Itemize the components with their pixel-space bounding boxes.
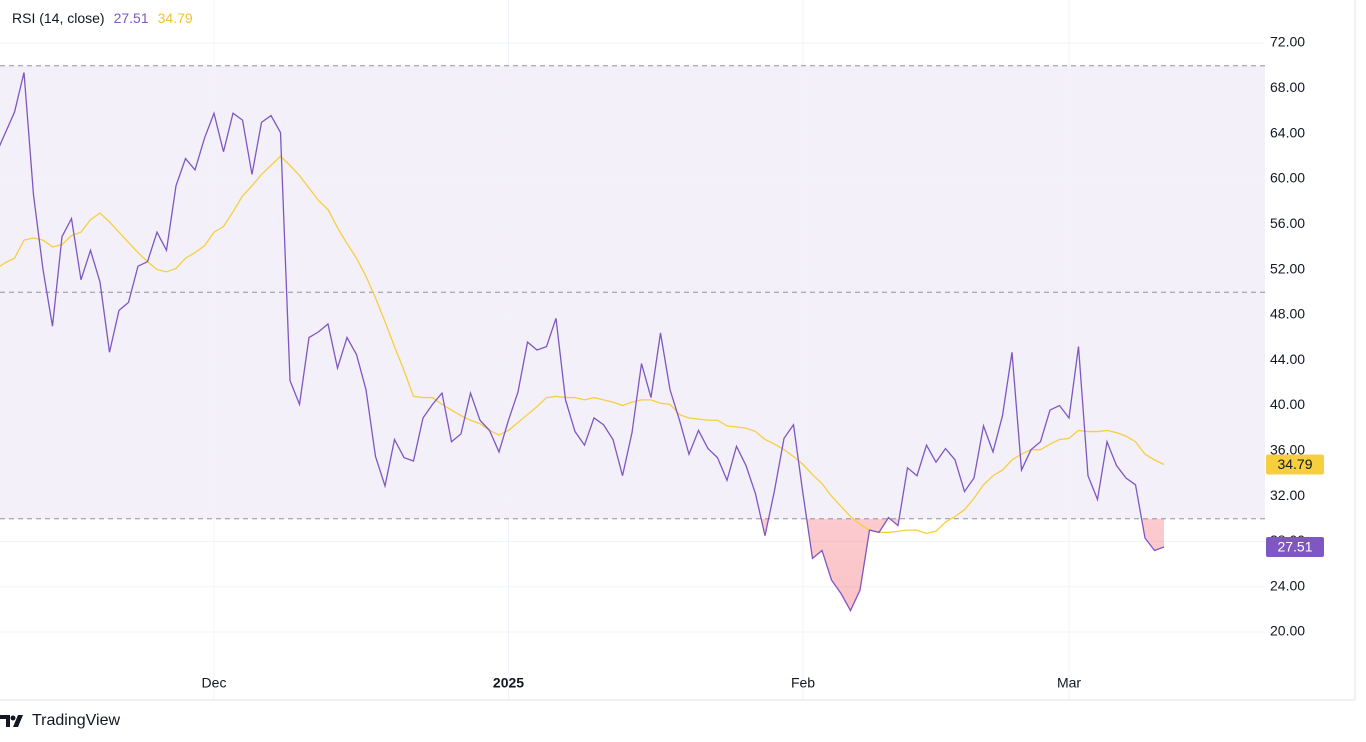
rsi-value: 27.51 xyxy=(113,10,149,26)
y-tick-label: 56.00 xyxy=(1270,215,1305,231)
ma-value: 34.79 xyxy=(157,10,193,26)
last-value-label: 27.51 xyxy=(1277,539,1312,555)
y-tick-label: 36.00 xyxy=(1270,442,1305,458)
logo xyxy=(0,715,23,727)
oversold-fill xyxy=(761,518,1164,611)
last-value-badge xyxy=(1266,454,1324,475)
brand: TradingView xyxy=(32,712,121,729)
indicator-title: RSI (14, close) xyxy=(12,10,105,26)
y-tick-label: 24.00 xyxy=(1270,577,1305,593)
last-value-label: 34.79 xyxy=(1277,456,1312,472)
y-tick-label: 68.00 xyxy=(1270,79,1305,95)
x-tick-label: Dec xyxy=(202,675,227,691)
y-tick-label: 20.00 xyxy=(1270,623,1305,639)
y-tick-label: 44.00 xyxy=(1270,351,1305,367)
series-line xyxy=(0,155,1165,535)
y-tick-label: 40.00 xyxy=(1270,396,1305,412)
y-tick-label: 72.00 xyxy=(1270,34,1305,50)
y-tick-label: 60.00 xyxy=(1270,170,1305,186)
legend-header: RSI (14, close) 27.51 34.79 xyxy=(12,10,193,26)
y-tick-label: 48.00 xyxy=(1270,306,1305,322)
last-value-badge xyxy=(1266,536,1324,557)
y-tick-label: 32.00 xyxy=(1270,487,1305,503)
x-tick-label: 2025 xyxy=(493,675,524,691)
watermark: TradingView xyxy=(0,712,120,730)
y-tick-label: 52.00 xyxy=(1270,260,1305,276)
x-tick-label: Feb xyxy=(791,675,815,691)
series-line xyxy=(0,72,1165,612)
y-tick-label: 64.00 xyxy=(1270,124,1305,140)
x-tick-label: Mar xyxy=(1057,675,1081,691)
